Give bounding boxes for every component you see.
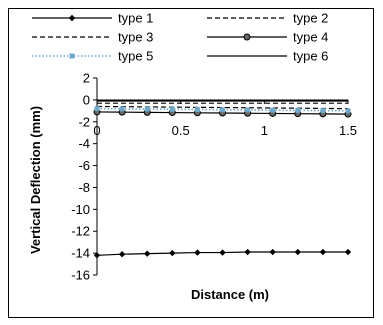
legend-entry: type 2 bbox=[207, 11, 328, 26]
data-point-marker bbox=[169, 249, 176, 257]
x-tick-label: 0.5 bbox=[172, 123, 190, 138]
data-point-marker bbox=[244, 248, 251, 256]
y-tick-label: -14 bbox=[71, 246, 90, 261]
data-point-marker bbox=[144, 250, 151, 257]
data-point-marker bbox=[295, 107, 301, 113]
legend-label: type 5 bbox=[118, 49, 153, 64]
legend-entry: type 6 bbox=[207, 49, 328, 64]
x-tick-label: 1 bbox=[261, 123, 268, 138]
legend-marker bbox=[69, 53, 75, 59]
legend-marker bbox=[243, 33, 251, 41]
y-tick-label: -6 bbox=[78, 158, 90, 173]
data-point-marker bbox=[119, 106, 125, 112]
data-point-marker bbox=[94, 106, 100, 112]
series-type-5 bbox=[94, 106, 351, 114]
data-point-marker bbox=[194, 107, 200, 113]
legend-label: type 1 bbox=[118, 11, 153, 26]
x-tick-label: 0 bbox=[93, 123, 100, 138]
data-point-marker bbox=[344, 248, 352, 256]
chart-border bbox=[8, 8, 374, 318]
series-type-3 bbox=[96, 105, 349, 110]
y-tick-label: 0 bbox=[83, 92, 90, 107]
y-tick-group: 20-2-4-6-8-10-12-14-16 bbox=[71, 71, 97, 283]
legend-label: type 3 bbox=[118, 30, 153, 45]
data-point-marker bbox=[194, 249, 201, 256]
data-point-marker bbox=[245, 107, 251, 113]
x-tick-label: 1.5 bbox=[339, 123, 357, 138]
legend-marker bbox=[68, 14, 76, 22]
data-point-marker bbox=[345, 108, 351, 114]
series-line bbox=[96, 105, 349, 110]
y-tick-label: -8 bbox=[78, 180, 90, 195]
y-tick-label: -4 bbox=[78, 136, 90, 151]
y-tick-label: -10 bbox=[71, 202, 90, 217]
y-tick-label: -2 bbox=[78, 114, 90, 129]
y-tick-label: -12 bbox=[71, 224, 90, 239]
x-axis-title: Distance (m) bbox=[191, 287, 269, 302]
legend-label: type 4 bbox=[293, 30, 328, 45]
y-tick-label: -16 bbox=[71, 268, 90, 283]
legend-label: type 2 bbox=[293, 11, 328, 26]
data-point-marker bbox=[220, 107, 225, 113]
y-tick-label: 2 bbox=[83, 71, 90, 86]
data-point-marker bbox=[320, 108, 326, 114]
legend-entry: type 5 bbox=[32, 49, 153, 64]
legend: type 1 type 2 type 3 type 4 type 5 type 6 bbox=[32, 11, 328, 64]
legend-entry: type 1 bbox=[32, 11, 153, 26]
data-point-marker bbox=[118, 251, 126, 258]
y-axis-title: Vertical Deflection (mm) bbox=[28, 106, 43, 254]
legend-entry: type 4 bbox=[207, 30, 328, 45]
data-point-marker bbox=[144, 106, 150, 112]
data-point-marker bbox=[270, 107, 276, 113]
data-point-marker bbox=[319, 248, 327, 256]
data-point-marker bbox=[93, 252, 101, 259]
series-type-1 bbox=[93, 248, 352, 259]
data-point-marker bbox=[169, 106, 175, 112]
data-point-marker bbox=[219, 249, 226, 256]
data-point-marker bbox=[269, 248, 276, 256]
legend-entry: type 3 bbox=[32, 30, 153, 45]
x-tick-group: 0 0.5 1 1.5 bbox=[93, 99, 357, 138]
legend-label: type 6 bbox=[293, 49, 328, 64]
series-group bbox=[93, 100, 352, 259]
data-point-marker bbox=[294, 248, 301, 256]
